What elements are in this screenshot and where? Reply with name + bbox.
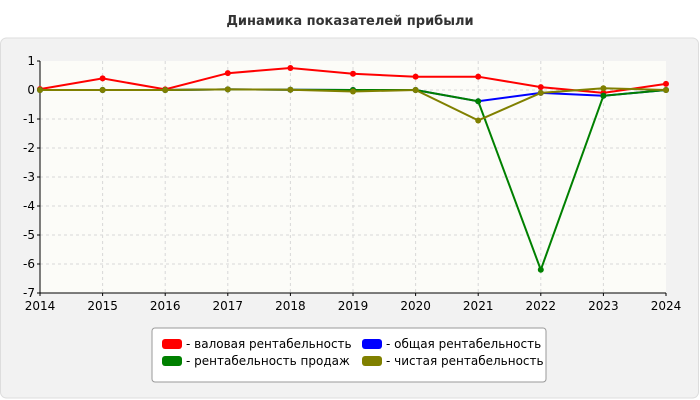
x-tick-label: 2016 [150, 299, 181, 313]
legend-label: - рентабельность продаж [186, 354, 350, 368]
data-point [412, 87, 419, 93]
legend-swatch [162, 356, 182, 366]
y-tick-label: -7 [23, 286, 35, 300]
x-tick-label: 2014 [25, 299, 56, 313]
data-point [287, 64, 294, 71]
legend-box [151, 327, 547, 383]
series-4 [37, 85, 669, 124]
data-point [287, 86, 294, 93]
data-point [663, 80, 669, 87]
data-point [99, 87, 106, 93]
x-tick-label: 2023 [588, 299, 619, 313]
legend-label: - валовая рентабельность [186, 337, 352, 351]
y-tick-label: 1 [27, 54, 35, 68]
x-tick-label: 2021 [463, 299, 494, 313]
data-point [475, 73, 482, 80]
legend-swatch [162, 339, 182, 349]
legend-swatch [362, 356, 382, 366]
x-tick-label: 2022 [526, 299, 557, 313]
data-point [537, 84, 544, 91]
data-point [350, 88, 356, 95]
data-point [350, 70, 356, 77]
y-tick-label: -4 [23, 199, 35, 213]
y-tick-label: 0 [27, 83, 35, 97]
data-point [600, 85, 607, 92]
x-tick-label: 2018 [275, 299, 306, 313]
x-tick-label: 2015 [87, 299, 118, 313]
legend-label: - общая рентабельность [386, 337, 541, 351]
y-tick-label: -6 [23, 257, 35, 271]
data-point [475, 117, 482, 124]
data-point [99, 75, 106, 82]
data-point [412, 73, 419, 80]
chart-title: Динамика показателей прибыли [226, 14, 473, 29]
y-tick-label: -2 [23, 141, 35, 155]
data-point [224, 70, 231, 77]
data-point [224, 86, 231, 93]
data-point [37, 87, 43, 93]
legend: - валовая рентабельность - общая рентабел… [151, 327, 547, 383]
legend-swatch [362, 339, 382, 349]
x-tick-label: 2019 [338, 299, 369, 313]
x-tick-label: 2020 [400, 299, 431, 313]
series-layer [37, 64, 669, 273]
y-tick-label: -3 [23, 170, 35, 184]
data-point [537, 89, 544, 96]
data-point [600, 92, 607, 99]
x-tick-label: 2024 [651, 299, 682, 313]
data-point [663, 87, 669, 93]
data-point [475, 98, 482, 105]
legend-label: - чистая рентабельность [386, 354, 544, 368]
data-point [537, 266, 544, 273]
x-tick-label: 2017 [213, 299, 244, 313]
y-tick-label: -1 [23, 112, 35, 126]
y-tick-label: -5 [23, 228, 35, 242]
data-point [162, 87, 169, 93]
